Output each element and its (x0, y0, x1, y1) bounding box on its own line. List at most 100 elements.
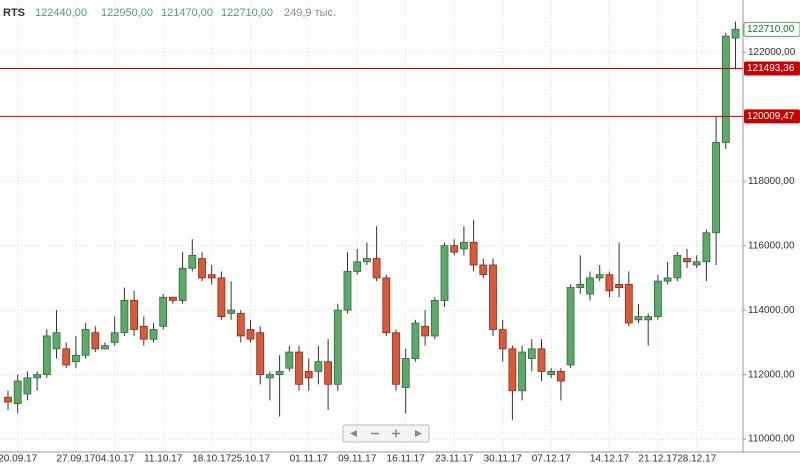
header-high: 122950,00 (101, 7, 153, 19)
x-tick-label: 16.11.17 (387, 454, 426, 465)
candle-body (683, 258, 691, 263)
candle-body (489, 264, 497, 330)
y-tick-label: 110000,00 (748, 434, 795, 445)
candle-body (411, 322, 420, 359)
candle-body (595, 274, 604, 279)
candle-body (139, 325, 148, 340)
candle-body (450, 245, 459, 253)
candle-body (392, 332, 400, 385)
candle-body (644, 316, 653, 321)
candle-body (430, 300, 439, 337)
candle-body (275, 371, 284, 376)
candle-body (72, 354, 80, 363)
candle-body (712, 142, 720, 234)
candle-body (440, 245, 449, 301)
candle-body (353, 261, 362, 272)
candle-body (702, 232, 711, 263)
x-tick-label: 04.10.17 (95, 454, 134, 465)
x-tick-label: 21.12.17 (638, 454, 677, 465)
candle-body (130, 300, 139, 330)
chart-title: RTS (3, 7, 25, 19)
candle-body (236, 312, 245, 337)
candle-body (615, 283, 623, 288)
candle-body (401, 358, 410, 388)
candle-body (576, 283, 585, 288)
candle-body (557, 371, 565, 382)
x-tick-label: 01.11.17 (290, 454, 329, 465)
candle-body (605, 274, 614, 292)
candle-body (498, 329, 507, 350)
candle-body (459, 242, 468, 250)
candle-body (314, 361, 323, 372)
candle-body (537, 348, 546, 372)
candle-body (479, 264, 488, 276)
candle-body (13, 380, 22, 405)
candle-body (285, 351, 294, 369)
candles (4, 21, 740, 420)
candle-body (547, 371, 556, 376)
candle-body (333, 309, 342, 385)
x-tick-label: 14.12.17 (590, 454, 629, 465)
grid (0, 0, 746, 452)
y-tick-label: 114000,00 (748, 305, 795, 316)
scroll-left-icon (350, 430, 357, 437)
x-tick-label: 18.10.17 (192, 454, 231, 465)
candle-body (566, 287, 575, 366)
y-tick-label: 112000,00 (748, 369, 795, 380)
candle-body (324, 361, 333, 385)
level-tag (744, 61, 800, 76)
candle-body (362, 258, 371, 263)
candle-body (382, 277, 391, 334)
candle-body (421, 325, 430, 337)
level-label: 121493,36 (747, 63, 795, 74)
y-tick-label: 116000,00 (748, 240, 795, 251)
candle-body (304, 371, 313, 379)
x-tick-label: 28.12.17 (677, 454, 716, 465)
candle-body (33, 374, 41, 379)
candle-body (508, 348, 517, 392)
candle-body (101, 345, 109, 350)
candle-body (265, 374, 274, 379)
candle-body (23, 377, 32, 395)
candle-body (246, 329, 255, 340)
candle-body (663, 277, 672, 282)
candle-body (149, 329, 158, 340)
candle-body (110, 332, 119, 343)
zoom-in-icon (392, 429, 400, 438)
scroll-right-icon (415, 430, 422, 437)
candle-body (518, 351, 526, 392)
candle-body (256, 332, 265, 376)
last-price-tag (743, 21, 800, 37)
candle-body (586, 277, 594, 295)
candle-body (527, 348, 536, 359)
candle-body (731, 28, 740, 39)
candle-body (120, 300, 129, 334)
candle-body (52, 332, 61, 350)
candle-body (62, 348, 71, 366)
candle-body (217, 277, 226, 317)
candle-body (91, 332, 100, 350)
x-tick-label: 20.09.17 (0, 454, 38, 465)
candle-body (692, 261, 701, 266)
x-tick-label: 07.12.17 (532, 454, 571, 465)
candle-body (207, 274, 216, 279)
x-tick-label: 25.10.17 (231, 454, 270, 465)
candle-body (4, 396, 12, 403)
candle-body (624, 283, 633, 324)
x-tick-label: 09.11.17 (338, 454, 377, 465)
candle-body (178, 267, 187, 301)
header-close: 122710,00 (221, 7, 273, 19)
candle-body (673, 254, 682, 279)
candle-body (159, 296, 168, 327)
header-low: 121470,00 (161, 7, 213, 19)
level-label: 120009,47 (747, 111, 795, 122)
x-tick-label: 30.11.17 (484, 454, 523, 465)
x-tick-label: 27.09.17 (56, 454, 95, 465)
level-tag (744, 109, 800, 124)
header-open: 122440,00 (35, 7, 87, 19)
x-tick-label: 11.10.17 (144, 454, 183, 465)
candle-body (343, 271, 352, 311)
candle-body (469, 242, 478, 266)
